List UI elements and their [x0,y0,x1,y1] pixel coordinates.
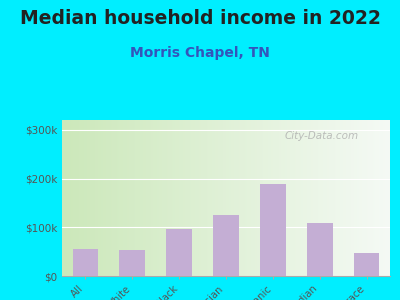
Bar [72,249,98,276]
Bar [120,250,145,276]
Bar [260,184,286,276]
Bar [307,223,332,276]
Text: Morris Chapel, TN: Morris Chapel, TN [130,46,270,61]
Bar [354,253,380,276]
Text: City-Data.com: City-Data.com [285,131,359,141]
Text: Median household income in 2022: Median household income in 2022 [20,9,380,28]
Bar [166,229,192,276]
Bar [213,215,239,276]
